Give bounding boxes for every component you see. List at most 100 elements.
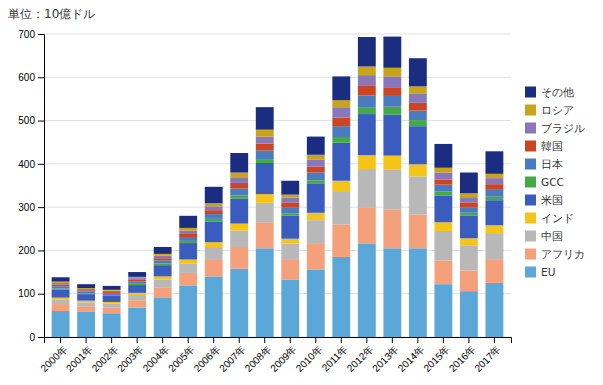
bar	[230, 177, 248, 183]
tick: 2013年	[370, 337, 401, 374]
bar	[103, 292, 121, 293]
bar	[205, 219, 223, 222]
legend-swatch	[525, 159, 536, 170]
legend-item: ロシア	[525, 104, 574, 116]
bar	[460, 193, 478, 197]
tick-mark	[315, 337, 316, 343]
bar	[179, 286, 197, 337]
bar	[460, 197, 478, 202]
tick: 200	[18, 245, 44, 256]
bar	[230, 183, 248, 189]
bar	[307, 213, 325, 220]
tick: 2012年	[345, 337, 376, 374]
bar	[52, 300, 70, 304]
legend: その他ロシアブラジル韓国日本GCC米国インド中国アフリカEU	[525, 86, 585, 278]
bar	[307, 166, 325, 172]
bar	[358, 107, 376, 114]
bar	[383, 169, 401, 209]
tick-label: 2012年	[345, 343, 376, 374]
bar	[383, 248, 401, 337]
bar	[409, 176, 427, 214]
bar	[434, 284, 452, 337]
tick-label: 0	[29, 332, 35, 343]
bar	[256, 144, 274, 151]
tick-label: 2000年	[38, 343, 69, 374]
bar	[383, 96, 401, 107]
tick: 700	[18, 29, 44, 40]
bar	[460, 207, 478, 213]
bar	[485, 190, 503, 197]
bar	[52, 304, 70, 311]
bar	[409, 86, 427, 93]
bar	[281, 202, 299, 207]
bar	[256, 150, 274, 159]
bar	[230, 195, 248, 198]
bar	[230, 224, 248, 231]
bar	[409, 58, 427, 86]
bar	[179, 231, 197, 234]
bar	[154, 298, 172, 337]
bar	[460, 202, 478, 207]
bar	[460, 173, 478, 194]
bar	[460, 270, 478, 291]
legend-item: その他	[525, 86, 574, 98]
bar	[77, 290, 95, 291]
tick: 2004年	[141, 337, 172, 374]
legend-swatch	[525, 105, 536, 116]
tick: 2001年	[64, 337, 95, 374]
bar	[256, 194, 274, 203]
bar	[358, 114, 376, 155]
tick: 0	[29, 332, 44, 343]
bar	[77, 312, 95, 337]
bar	[52, 290, 70, 298]
tick-label: 2009年	[268, 343, 299, 374]
tick: 2002年	[90, 337, 121, 374]
bar	[77, 289, 95, 290]
tick: 100	[18, 288, 44, 299]
bar	[52, 286, 70, 288]
bar	[434, 179, 452, 184]
tick: 2014年	[396, 337, 427, 374]
tick-mark	[38, 34, 44, 35]
bar	[485, 283, 503, 337]
bar	[52, 283, 70, 285]
bar	[434, 185, 452, 192]
series	[52, 107, 504, 296]
bar	[485, 200, 503, 225]
legend-label: ロシア	[541, 104, 574, 116]
tick-label: 2017年	[472, 343, 503, 374]
legend-label: 韓国	[541, 140, 563, 152]
tick-mark	[392, 337, 393, 343]
tick-mark	[60, 337, 61, 343]
bar	[77, 292, 95, 294]
bar	[307, 137, 325, 155]
tick-mark	[137, 337, 138, 343]
bar	[205, 242, 223, 247]
bar	[103, 291, 121, 292]
axis-line	[45, 338, 512, 344]
grid-line	[44, 120, 511, 121]
bar	[179, 234, 197, 237]
bar	[103, 313, 121, 337]
bar	[256, 163, 274, 194]
bar	[281, 260, 299, 279]
bar	[179, 228, 197, 231]
grid-line	[44, 77, 511, 78]
tick: 2000年	[38, 337, 69, 374]
tick-label: 2001年	[64, 343, 95, 374]
legend-swatch	[525, 267, 536, 278]
bar	[485, 151, 503, 174]
bar	[103, 304, 121, 308]
tick-label: 600	[18, 72, 35, 83]
bar	[154, 247, 172, 254]
bar	[77, 302, 95, 306]
bar	[307, 173, 325, 181]
tick-mark	[264, 337, 265, 343]
tick-label: 2007年	[217, 343, 248, 374]
bar	[256, 137, 274, 144]
tick-mark	[38, 337, 44, 338]
bar	[128, 277, 146, 278]
bar	[383, 107, 401, 115]
legend-item: 韓国	[525, 140, 563, 152]
bar	[205, 206, 223, 210]
